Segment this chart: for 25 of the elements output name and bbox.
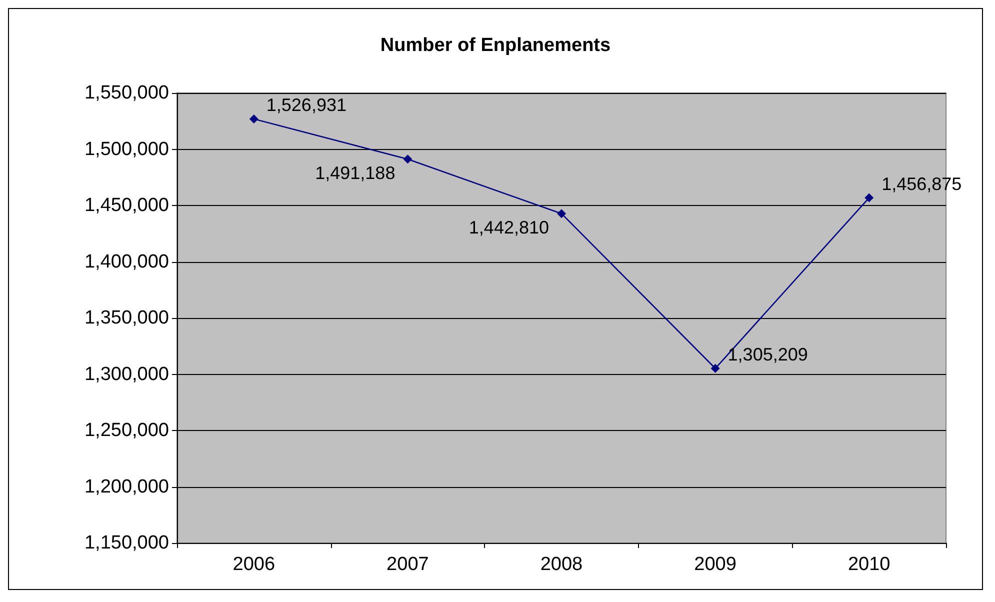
point: [864, 193, 874, 202]
x-tick-label: 2008: [540, 554, 583, 575]
y-tick-label: 1,350,000: [84, 308, 169, 328]
data-label: 1,491,188: [315, 163, 396, 184]
y-tick-label: 1,500,000: [84, 138, 169, 160]
data-label: 1,442,810: [468, 218, 549, 238]
point: [403, 154, 412, 164]
y-tick-label: 1,400,000: [84, 251, 169, 272]
x-tick-label: 2010: [848, 554, 890, 575]
point: [249, 114, 258, 124]
y-tick-label: 1,200,000: [84, 476, 169, 498]
x-tick-label: 2007: [386, 554, 429, 575]
data-label: 1,456,875: [882, 174, 962, 194]
y-tick-label: 1,300,000: [84, 364, 169, 385]
y-tick-label: 1,450,000: [84, 195, 169, 216]
data-label: 1,526,931: [266, 94, 346, 115]
data-label: 1,305,209: [728, 344, 808, 364]
y-tick-label: 1,150,000: [84, 532, 169, 554]
chart-title: Number of Enplanements: [380, 35, 611, 56]
point: [710, 364, 720, 373]
point: [557, 209, 566, 218]
y-tick-label: 1,550,000: [84, 82, 169, 104]
x-tick-label: 2009: [694, 554, 736, 575]
y-tick-label: 1,250,000: [84, 420, 169, 441]
x-tick-label: 2006: [232, 554, 276, 575]
